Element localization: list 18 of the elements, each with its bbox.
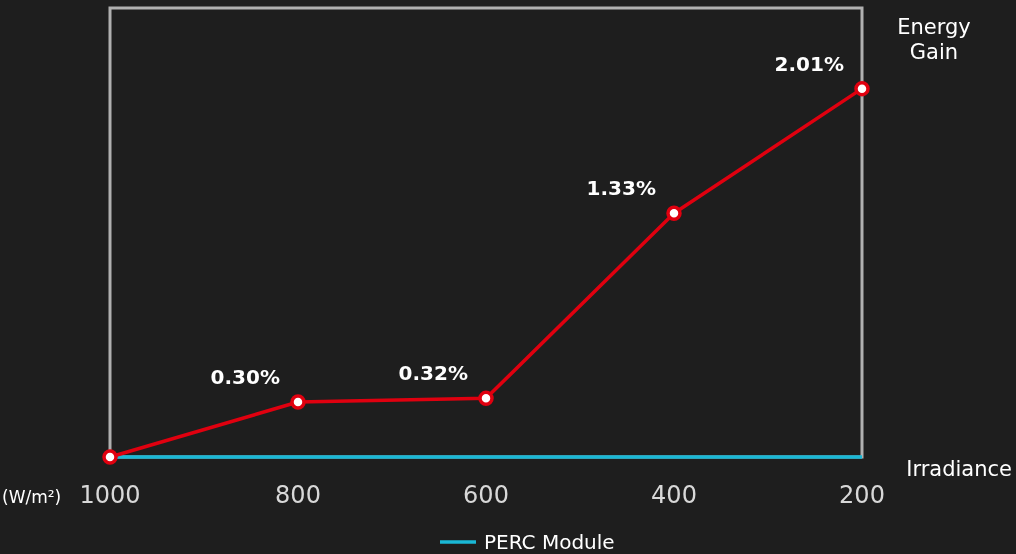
x-tick-label: 200 — [839, 481, 885, 509]
point — [102, 449, 118, 465]
x-tick-label: 800 — [275, 481, 321, 509]
point — [854, 80, 870, 97]
y-axis-title: Energy Gain — [897, 15, 971, 64]
x-tick-label: 600 — [463, 481, 509, 509]
point — [290, 394, 306, 410]
data-label: 2.01% — [774, 51, 844, 76]
data-label: 0.30% — [210, 365, 280, 390]
point — [666, 205, 682, 222]
text: (W/m²) — [2, 487, 62, 507]
legend-label: PERC Module — [484, 530, 615, 554]
point — [478, 390, 494, 407]
data-label: 0.32% — [398, 361, 468, 386]
x-tick-label: 400 — [651, 481, 697, 509]
x-tick-label: 1000 — [79, 481, 141, 509]
data-label: 1.33% — [586, 176, 656, 201]
x-axis-title: Irradiance — [906, 457, 1012, 481]
